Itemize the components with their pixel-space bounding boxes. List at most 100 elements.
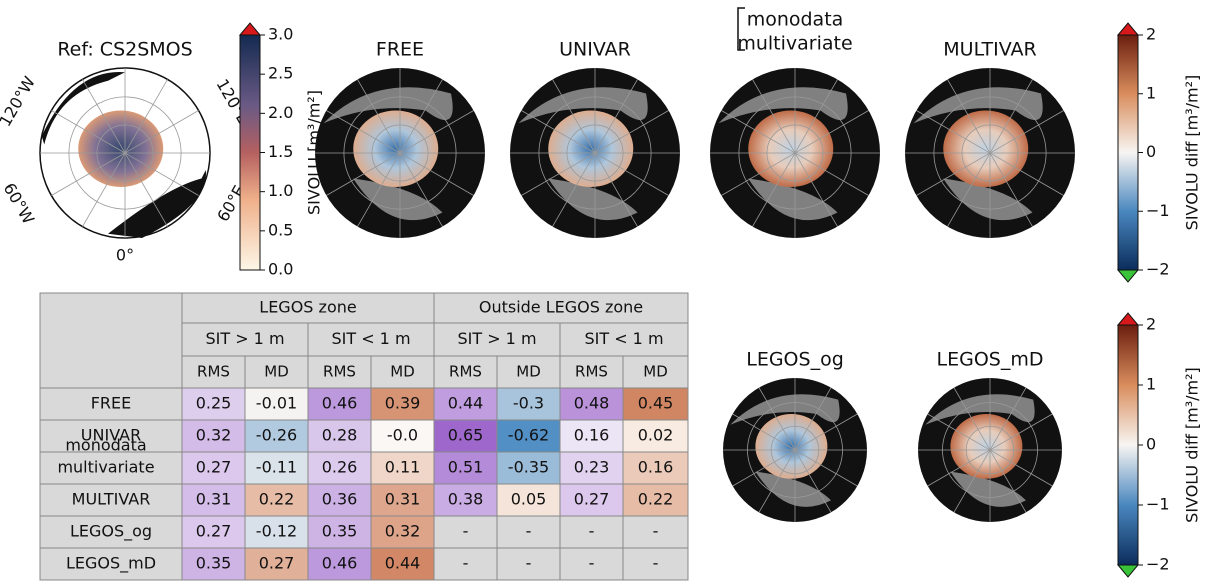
table-cell (559, 451, 624, 485)
table-header (433, 322, 561, 357)
map-label: 0° (116, 246, 134, 265)
polar-map (315, 68, 485, 238)
sea-ice (755, 414, 828, 479)
table-cell (496, 515, 561, 549)
table-value: 0.27 (574, 490, 610, 509)
table-cell (622, 547, 689, 581)
colorbar-extend (1116, 564, 1140, 578)
bracket (737, 7, 745, 51)
table-value: - (653, 522, 659, 541)
graticule (916, 110, 1064, 196)
map-title: MULTIVAR (943, 39, 1036, 61)
table-cell (244, 451, 309, 485)
colorbar-tick-label: 3.0 (268, 25, 293, 44)
table-cell (307, 451, 372, 485)
table-value: -0.01 (256, 394, 297, 413)
metric-header: MD (516, 363, 541, 381)
table-cell (370, 515, 435, 549)
colorbar-tick-label: 2.0 (268, 103, 293, 122)
table-cell (433, 547, 498, 581)
map-title: monodata (747, 9, 844, 31)
graticule (721, 110, 869, 196)
table-cell (370, 483, 435, 517)
table-value: 0.27 (196, 522, 232, 541)
row-header: monodata (65, 436, 146, 455)
table-value: 0.27 (196, 458, 232, 477)
polar-map (723, 378, 867, 522)
land (518, 87, 648, 124)
table-value: - (653, 554, 659, 573)
table-cell (244, 419, 309, 453)
table-value: 0.35 (322, 522, 358, 541)
table-value: - (463, 554, 469, 573)
table-value: 0.38 (448, 490, 484, 509)
table-value: 0.11 (385, 458, 421, 477)
row-header: FREE (91, 394, 132, 413)
graticule (521, 110, 669, 196)
land (108, 170, 206, 238)
table-corner (39, 292, 183, 389)
table-value: 0.26 (322, 458, 358, 477)
graticule (732, 413, 858, 487)
table-value: -0.3 (513, 394, 544, 413)
colorbar-tick-label: 1 (1146, 375, 1156, 394)
table-cell (559, 547, 624, 581)
map-title: LEGOS_og (746, 349, 844, 371)
map-title: LEGOS_mD (937, 349, 1044, 371)
land (548, 178, 638, 221)
row-header: UNIVAR (81, 426, 141, 445)
polar-map (39, 67, 211, 239)
sit-header: SIT > 1 m (457, 329, 536, 348)
table-value: 0.44 (448, 394, 484, 413)
land (323, 87, 453, 124)
table-value: 0.36 (322, 490, 358, 509)
colorbar-tick-label: −2 (1146, 260, 1170, 279)
land (950, 471, 1026, 507)
land (755, 471, 831, 507)
table-cell (622, 419, 689, 453)
table-value: -0.62 (508, 426, 549, 445)
table-cell (181, 387, 246, 421)
graticule (927, 413, 1053, 487)
colorbar-extend (1116, 22, 1140, 36)
sit-header: SIT < 1 m (584, 329, 663, 348)
metric-header: RMS (197, 363, 230, 381)
table-header (181, 292, 435, 324)
table-header (370, 355, 435, 389)
table-value: 0.16 (638, 458, 674, 477)
colorbar-tick-label: 1.5 (268, 142, 293, 161)
map-title: multivariate (737, 33, 852, 55)
map-label: 60°W (0, 180, 38, 228)
table-value: -0.35 (508, 458, 549, 477)
table-value: 0.32 (196, 426, 232, 445)
table-cell (622, 515, 689, 549)
table-value: 0.46 (322, 554, 358, 573)
row-header: LEGOS_og (70, 522, 152, 542)
table-header (244, 355, 309, 389)
table-value: 0.31 (385, 490, 421, 509)
table-value: 0.25 (196, 394, 232, 413)
land (913, 87, 1043, 124)
table-value: 0.51 (448, 458, 484, 477)
sea-ice (748, 110, 834, 187)
graticule (326, 110, 474, 196)
table-cell (622, 483, 689, 517)
map-label: 120°W (0, 73, 39, 130)
sit-header: SIT < 1 m (331, 329, 410, 348)
table-value: -0.0 (387, 426, 418, 445)
table-cell (244, 515, 309, 549)
table-cell (370, 387, 435, 421)
land (41, 72, 126, 145)
colorbar-tick-label: −1 (1146, 201, 1170, 220)
table-value: 0.39 (385, 394, 421, 413)
zone-header: Outside LEGOS zone (479, 298, 643, 317)
table-cell (433, 419, 498, 453)
table-value: - (589, 522, 595, 541)
table-header (559, 322, 689, 357)
colorbar (239, 34, 261, 271)
colorbar-label: SIVOLU diff [m³/m²] (1183, 75, 1202, 231)
table-value: 0.22 (259, 490, 295, 509)
colorbar-tick-label: 1.0 (268, 181, 293, 200)
zone-header: LEGOS zone (259, 298, 356, 317)
